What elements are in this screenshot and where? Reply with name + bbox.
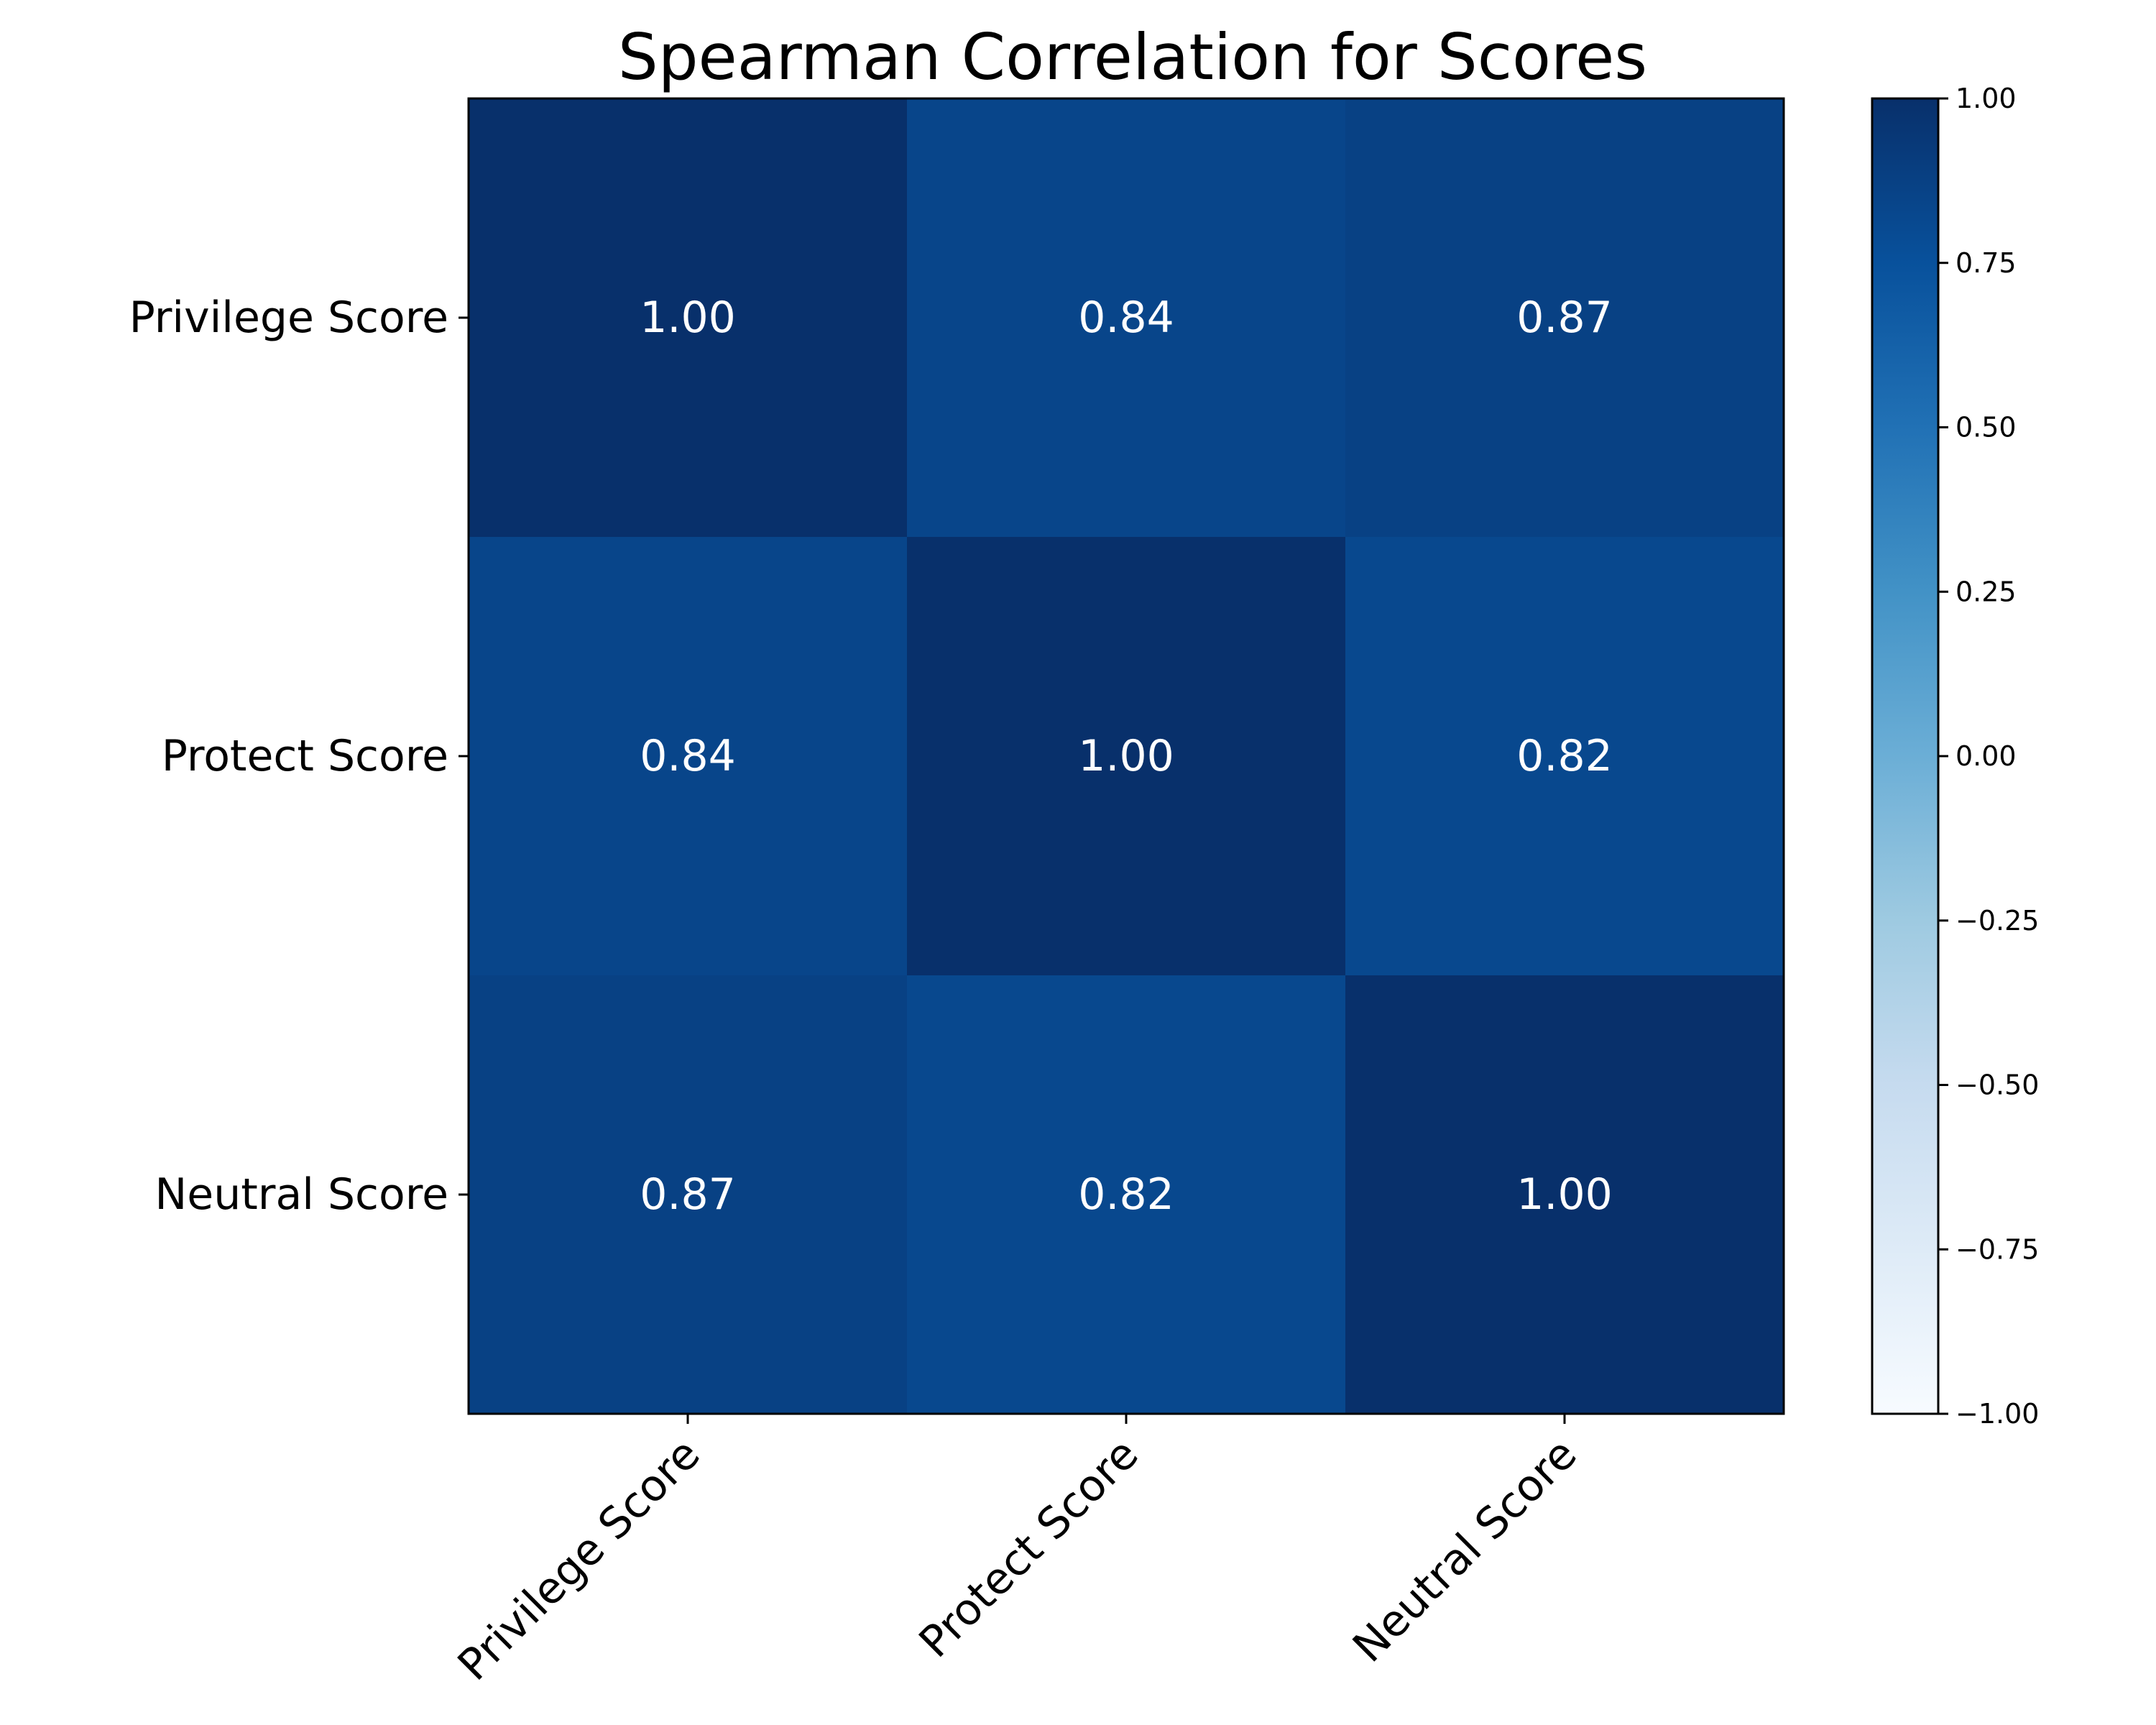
heatmap-cell [469, 98, 908, 538]
chart-title: Spearman Correlation for Scores [618, 20, 1647, 94]
x-tick-label: Protect Score [910, 1429, 1148, 1668]
colorbar-tick-label: 0.25 [1955, 576, 2017, 607]
colorbar-tick-label: 0.00 [1955, 740, 2017, 772]
heatmap-cell [469, 537, 908, 976]
cell-value-label: 1.00 [640, 293, 736, 343]
heatmap-cell [907, 98, 1346, 538]
heatmap-cell [1345, 975, 1784, 1414]
heatmap-cell [1345, 537, 1784, 976]
colorbar-tick-label: −1.00 [1955, 1398, 2039, 1430]
y-axis-ticks: Privilege Score Protect Score Neutral Scor… [129, 293, 469, 1220]
cell-value-label: 1.00 [1078, 731, 1174, 781]
colorbar-tick-label: 1.00 [1955, 83, 2017, 114]
colorbar-tick-label: −0.75 [1955, 1233, 2039, 1265]
heatmap-cells [469, 98, 1784, 1414]
x-axis-ticks: Privilege Score Protect Score Neutral Scor… [448, 1414, 1587, 1690]
colorbar-tick-label: −0.50 [1955, 1070, 2039, 1101]
cell-value-label: 0.82 [1078, 1169, 1174, 1220]
y-tick-label: Privilege Score [129, 293, 448, 343]
cell-value-label: 0.82 [1516, 731, 1613, 781]
heatmap-cell [1345, 98, 1784, 538]
heatmap-cell [469, 975, 908, 1414]
colorbar-ticks: 1.00 0.75 0.50 0.25 0.00 −0.25 −0.50 −0.75 −1.00 [1938, 83, 2039, 1430]
colorbar-tick-label: −0.25 [1955, 905, 2039, 937]
x-tick-label: Neutral Score [1343, 1429, 1586, 1672]
cell-value-label: 0.84 [1078, 293, 1174, 343]
cell-value-label: 1.00 [1516, 1169, 1613, 1220]
colorbar [1871, 97, 1940, 1415]
heatmap-cell [907, 975, 1346, 1414]
colorbar-tick-label: 0.50 [1955, 412, 2017, 443]
cell-value-label: 0.87 [1516, 293, 1613, 343]
heatmap-cell [907, 537, 1346, 976]
heatmap-cell-labels: 1.00 0.84 0.87 0.84 1.00 0.82 0.87 0.82 1.00 [640, 293, 1613, 1220]
cell-value-label: 0.87 [640, 1169, 736, 1220]
cell-value-label: 0.84 [640, 731, 736, 781]
x-tick-label: Privilege Score [448, 1429, 710, 1690]
colorbar-tick-label: 0.75 [1955, 247, 2017, 279]
y-tick-label: Protect Score [162, 731, 448, 781]
y-tick-label: Neutral Score [155, 1169, 448, 1220]
